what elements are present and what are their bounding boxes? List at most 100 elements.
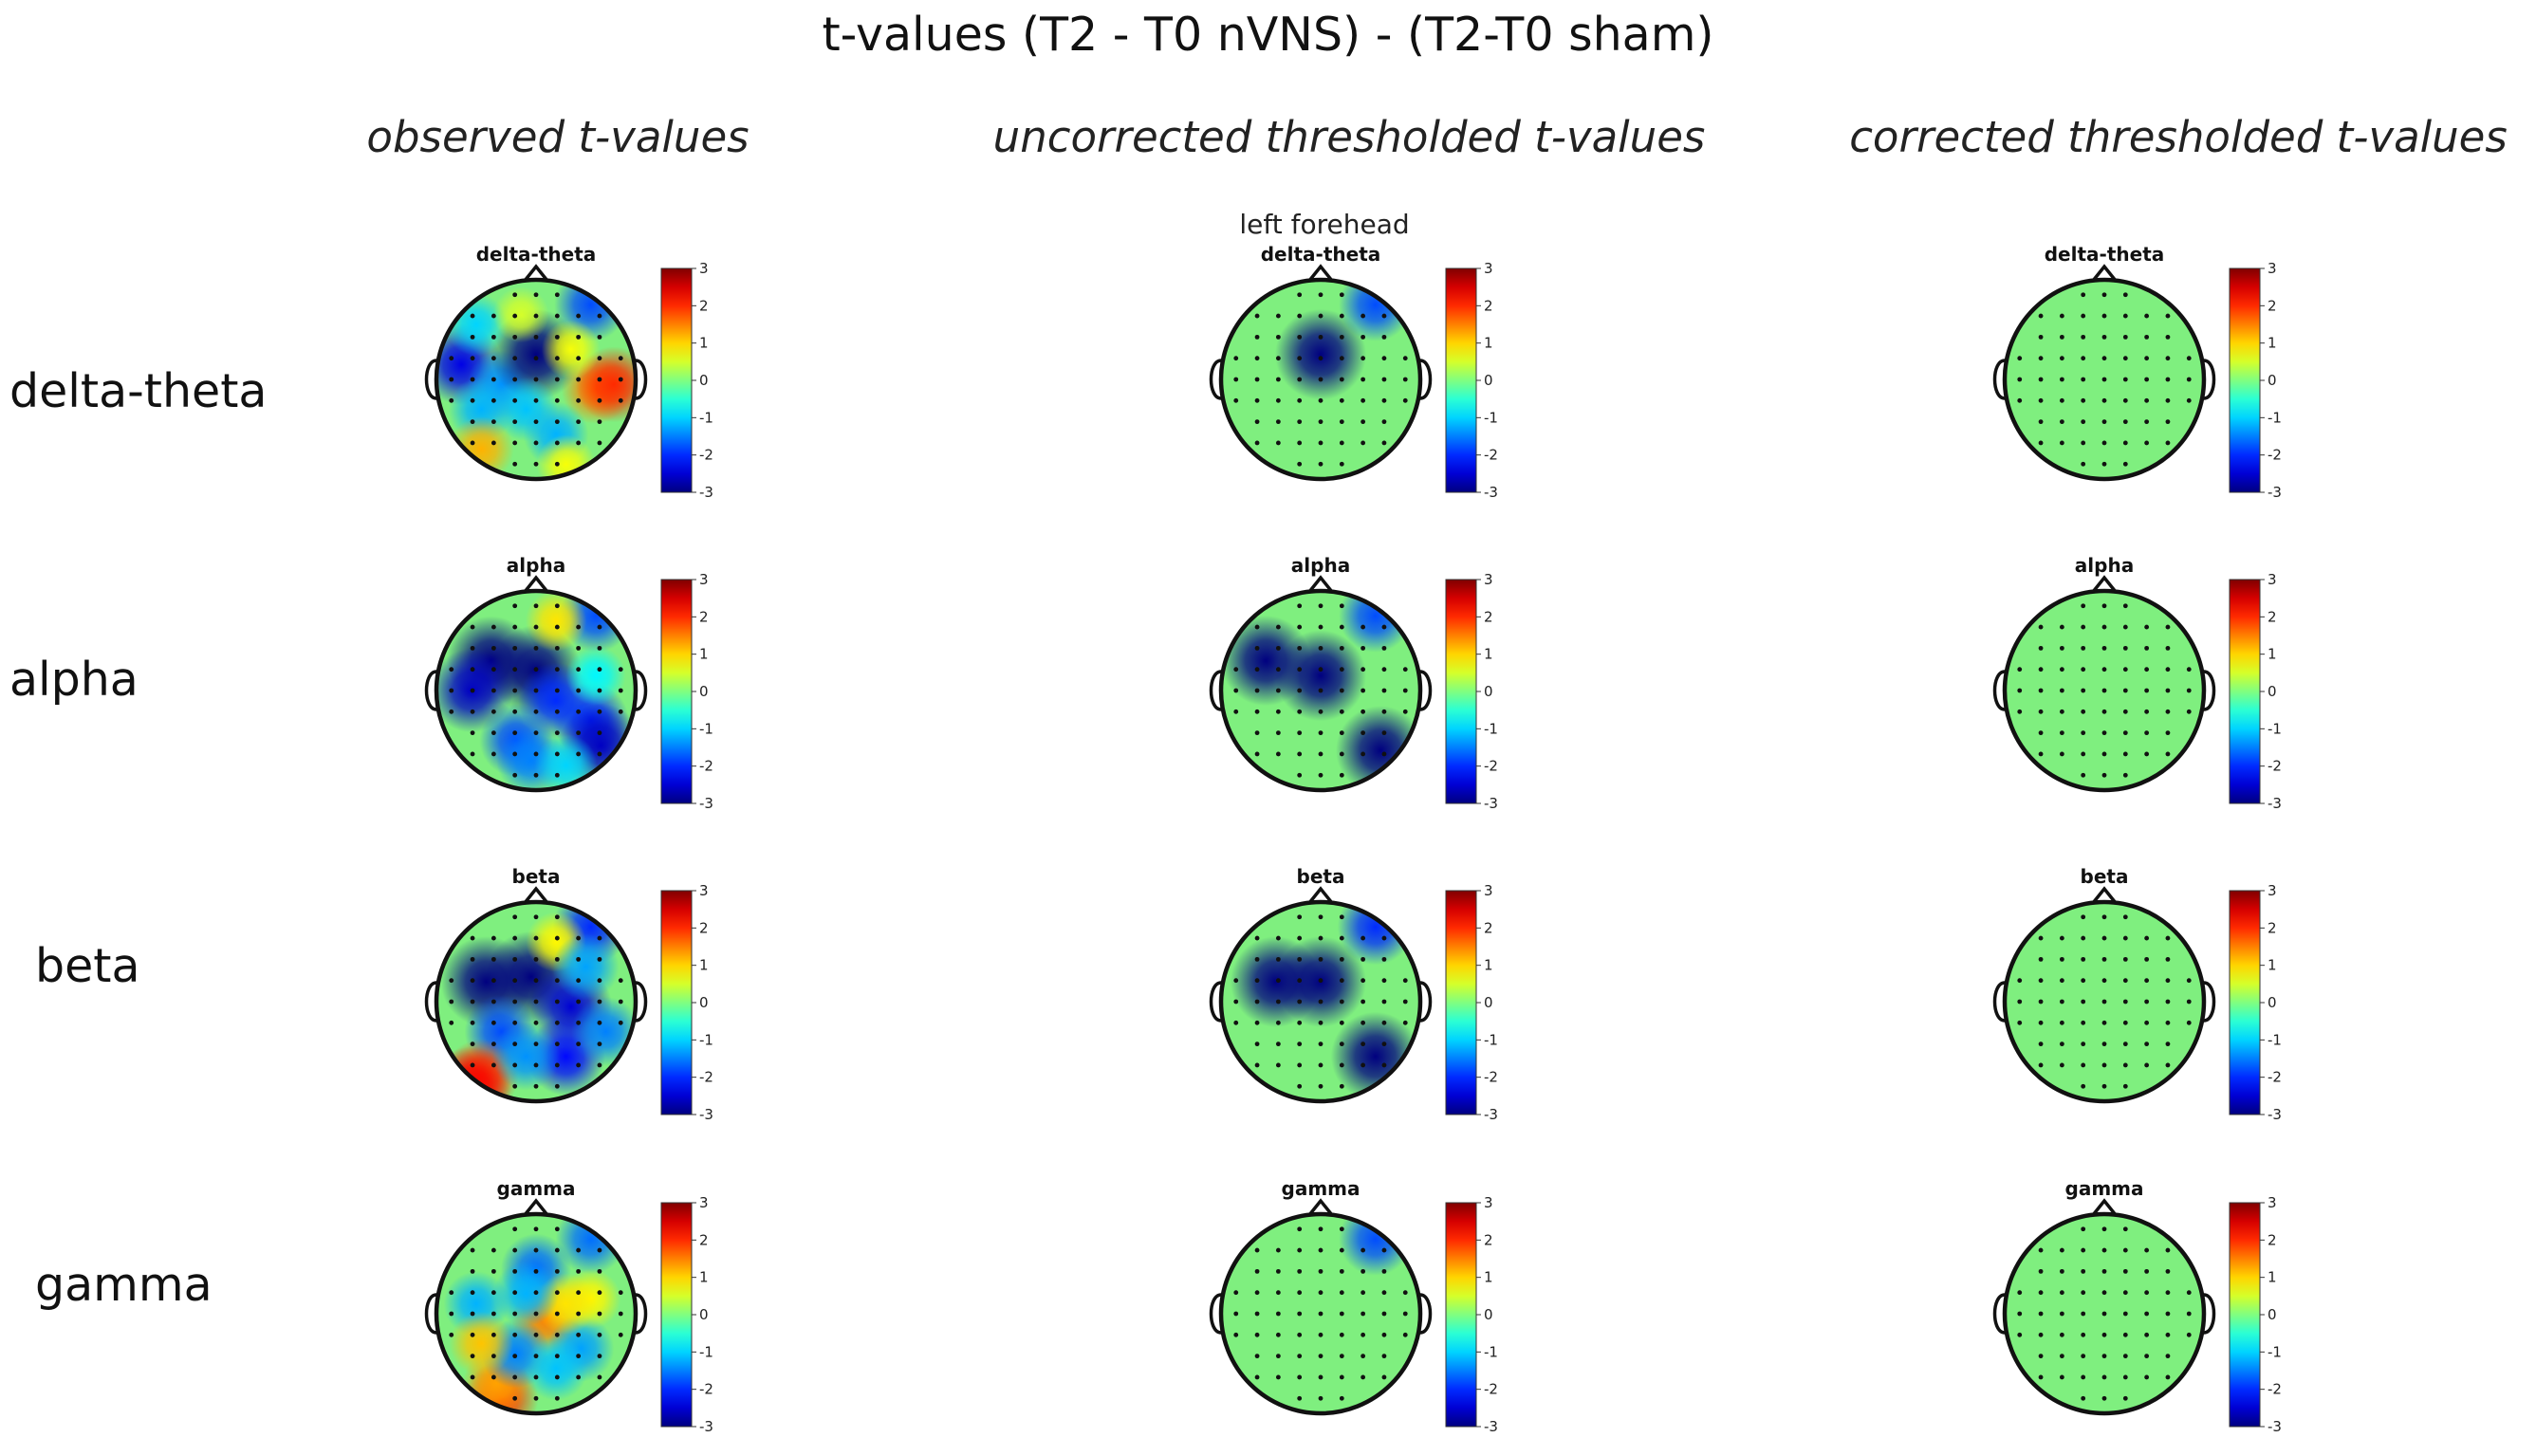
colorbar-tick-label: 1 [699, 957, 709, 974]
electrode-dot [597, 935, 602, 941]
electrode-dot [2101, 751, 2107, 757]
electrode-dot [512, 356, 518, 361]
electrode-dot [1254, 956, 1260, 962]
electrode-dot [449, 688, 454, 693]
head-outline [1218, 1211, 1423, 1416]
electrode-dot [2165, 688, 2171, 693]
electrode-dot [491, 688, 496, 693]
electrode-dot [512, 1247, 518, 1253]
electrode-dot [2122, 1020, 2128, 1025]
tvalue-blob-9 [524, 1336, 588, 1401]
electrode-dot [2144, 356, 2150, 361]
electrode-dot [1402, 978, 1408, 984]
electrode-dot [2081, 1311, 2086, 1317]
electrode-dot [491, 751, 496, 757]
electrode-dot [2122, 935, 2128, 941]
electrode-dot [2081, 1247, 2086, 1253]
electrode-dot [512, 730, 518, 736]
electrode-dot [1339, 772, 1344, 778]
electrode-dot [2122, 1226, 2128, 1232]
right-ear-icon [2203, 1293, 2216, 1335]
electrode-dot [1318, 334, 1324, 340]
tvalue-blob-10 [449, 1311, 513, 1376]
head-outline [434, 899, 639, 1104]
colorbar [1445, 579, 1477, 804]
electrode-dot [618, 377, 623, 382]
electrode-dot [2144, 1062, 2150, 1068]
electrode-dot [576, 397, 582, 403]
colorbar-tick-label: 1 [1484, 335, 1493, 352]
electrode-dot [491, 1041, 496, 1047]
right-ear-icon [635, 359, 648, 400]
electrode-dot [2122, 1354, 2128, 1359]
electrode-dot [512, 1062, 518, 1068]
electrode-dot [2186, 1311, 2192, 1317]
electrode-dot [1339, 751, 1344, 757]
electrode-dot [491, 1290, 496, 1296]
electrode-dot [2081, 624, 2086, 630]
colorbar-tick-label: 0 [2268, 1306, 2277, 1323]
electrode-dot [1339, 440, 1344, 446]
electrode-dot [491, 667, 496, 673]
electrode-dot [1402, 377, 1408, 382]
colorbar [660, 1202, 693, 1428]
electrode-dot [618, 688, 623, 693]
electrode-dot [1381, 667, 1387, 673]
electrode-dot [1297, 603, 1303, 609]
head-outline [434, 588, 639, 793]
electrode-dot [2122, 914, 2128, 920]
electrode-dot [554, 688, 560, 693]
electrode-dot [554, 772, 560, 778]
electrode-dot [2101, 914, 2107, 920]
electrode-dot [597, 667, 602, 673]
electrode-dot [533, 1268, 539, 1274]
electrode-dot [1275, 397, 1281, 403]
electrode-dot [2017, 709, 2023, 714]
colorbar-tick-label: 1 [1484, 1269, 1493, 1286]
electrode-dot [2081, 730, 2086, 736]
electrode-dot [554, 667, 560, 673]
electrode-dot [1254, 356, 1260, 361]
electrode-dot [1361, 440, 1366, 446]
colorbar-tick-label: -3 [699, 1418, 713, 1435]
electrode-dot [1297, 292, 1303, 298]
electrode-dot [1275, 356, 1281, 361]
electrode-dot [1318, 709, 1324, 714]
electrode-dot [2144, 1311, 2150, 1317]
electrode-dot [576, 334, 582, 340]
electrode-dot [533, 603, 539, 609]
colorbar-tick-label: 2 [1484, 919, 1493, 936]
electrode-dot [1275, 1062, 1281, 1068]
electrode-dot [1233, 667, 1239, 673]
electrode-dot [2101, 1332, 2107, 1337]
electrode-dot [512, 772, 518, 778]
electrode-dot [2144, 440, 2150, 446]
electrode-dot [2081, 1354, 2086, 1359]
electrode-dot [2101, 397, 2107, 403]
right-ear-icon [2203, 359, 2216, 400]
electrode-dot [1381, 1332, 1387, 1337]
topoplot-delta-theta-1: delta-theta 3 2 1 0 -1 -2 -3 [1209, 243, 1498, 501]
electrode-dot [597, 751, 602, 757]
head-outline [2002, 1211, 2207, 1416]
electrode-dot [2186, 688, 2192, 693]
nose-icon [2091, 264, 2118, 283]
electrode-dot [2165, 1374, 2171, 1380]
colorbar [2229, 267, 2261, 493]
electrode-dot [470, 313, 475, 319]
electrode-dot [2165, 730, 2171, 736]
electrode-dot [1381, 1354, 1387, 1359]
electrode-dot [470, 1311, 475, 1317]
electrode-dot [2165, 397, 2171, 403]
electrode-dot [2122, 440, 2128, 446]
electrode-dot [2081, 397, 2086, 403]
electrode-dot [1361, 1041, 1366, 1047]
electrode-dot [2101, 1062, 2107, 1068]
electrode-dot [470, 645, 475, 651]
electrode-dot [2122, 709, 2128, 714]
electrode-dot [1361, 751, 1366, 757]
electrode-dot [2081, 935, 2086, 941]
tvalue-blob-1 [1339, 280, 1413, 341]
electrode-dot [1254, 999, 1260, 1004]
electrode-dot [533, 1311, 539, 1317]
